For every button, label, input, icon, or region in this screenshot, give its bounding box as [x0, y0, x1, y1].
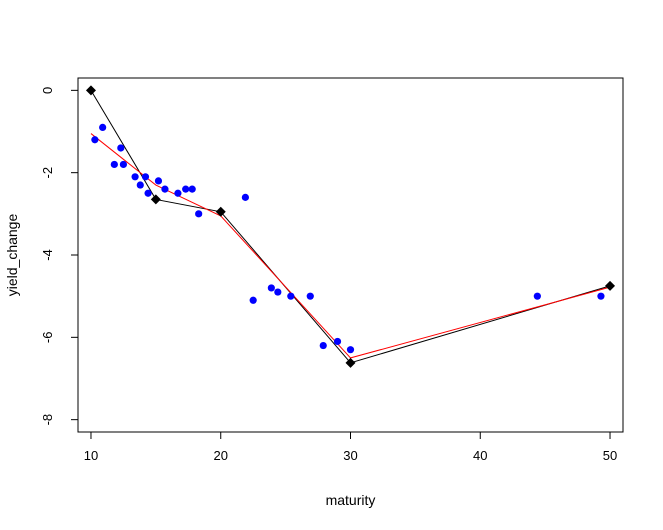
data-point	[346, 346, 355, 354]
series-layer	[85, 85, 616, 368]
y-tick-label: -8	[40, 414, 55, 426]
data-point	[117, 144, 125, 152]
data-point	[333, 337, 342, 346]
y-tick-label: -4	[40, 249, 55, 261]
y-tick-label: -2	[40, 167, 55, 179]
data-point	[144, 189, 152, 197]
data-point	[267, 284, 275, 292]
data-point	[241, 193, 249, 201]
fitted-line-black	[90, 90, 611, 364]
data-point	[131, 173, 139, 181]
y-tick-label: -6	[40, 332, 55, 344]
knot-marker	[150, 194, 161, 205]
fitted-line-red	[90, 133, 611, 359]
data-point	[274, 288, 282, 296]
knot-marker	[215, 206, 226, 217]
data-point	[174, 189, 182, 197]
data-point	[119, 160, 128, 169]
knot-marker	[345, 357, 356, 368]
data-point	[136, 181, 144, 189]
data-point	[306, 292, 314, 300]
data-point	[91, 136, 99, 144]
data-point	[110, 160, 118, 169]
knot-marker	[85, 85, 96, 96]
x-tick-label: 50	[603, 448, 617, 463]
data-point	[287, 292, 295, 300]
x-tick-label: 40	[473, 448, 487, 463]
y-axis-title: yield_change	[4, 214, 20, 297]
x-axis-title: maturity	[326, 492, 376, 508]
plot-frame	[77, 77, 624, 433]
x-tick-label: 10	[84, 448, 98, 463]
data-point	[141, 173, 150, 181]
data-point	[99, 123, 107, 131]
x-tick-label: 20	[214, 448, 228, 463]
data-point	[154, 177, 163, 185]
data-point	[249, 296, 257, 304]
knot-marker	[605, 280, 616, 291]
data-point	[188, 185, 196, 193]
data-point	[161, 185, 169, 193]
data-point	[597, 292, 605, 300]
data-point	[195, 210, 203, 218]
y-axis: 0 -2 -4 -6 -8	[40, 87, 79, 426]
data-point	[533, 292, 541, 300]
x-axis: 10 20 30 40 50	[84, 431, 617, 463]
data-point	[182, 185, 190, 193]
data-point	[319, 341, 327, 350]
y-tick-label: 0	[40, 87, 55, 94]
x-tick-label: 30	[343, 448, 357, 463]
